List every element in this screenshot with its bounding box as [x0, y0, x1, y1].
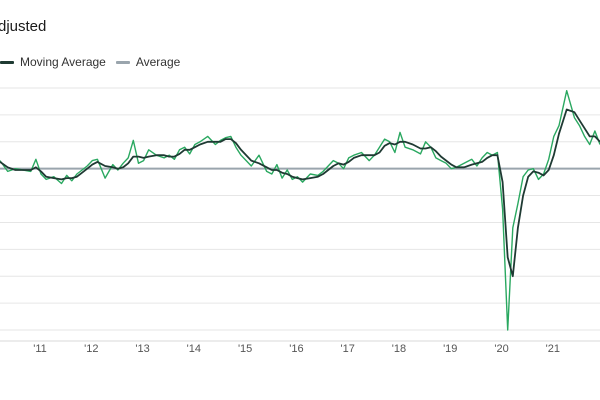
- x-tick-label: '17: [341, 343, 355, 355]
- legend-item-moving-average[interactable]: Moving Average: [0, 55, 106, 69]
- x-tick-label: '19: [443, 343, 457, 355]
- moving-average-line: [0, 108, 600, 278]
- legend-label-average: Average: [135, 55, 181, 69]
- legend-swatch-moving-average: [0, 60, 14, 64]
- x-tick-label: '18: [392, 343, 406, 355]
- legend-item-average[interactable]: Average: [115, 55, 181, 69]
- monthly-value-line: [0, 90, 600, 331]
- chart-legend: Moving Average Average: [0, 55, 190, 69]
- x-tick-label: '11: [33, 343, 47, 355]
- x-tick-label: '16: [289, 343, 303, 355]
- x-tick-label: '13: [135, 343, 149, 355]
- x-tick-label: '21: [546, 343, 560, 355]
- chart-title: djusted: [0, 18, 47, 35]
- x-tick-label: '20: [494, 343, 508, 355]
- legend-swatch-average: [115, 60, 130, 64]
- x-tick-label: '12: [84, 343, 98, 355]
- legend-label-moving-average: Moving Average: [20, 55, 106, 69]
- x-tick-label: '15: [238, 343, 252, 355]
- x-tick-label: '14: [187, 343, 201, 355]
